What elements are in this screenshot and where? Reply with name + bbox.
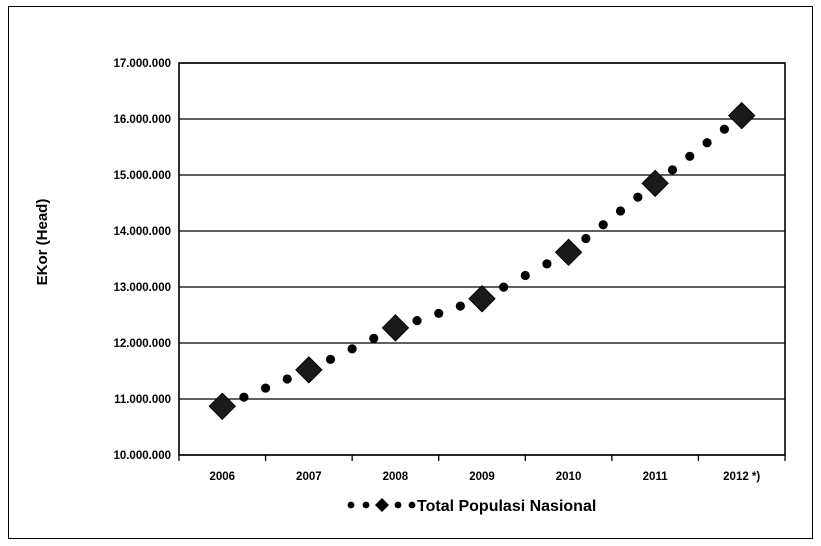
x-tick-label-2: 2008 bbox=[383, 471, 409, 483]
series-dot-7 bbox=[434, 308, 444, 318]
legend-label-total-populasi: Total Populasi Nasional bbox=[417, 498, 596, 515]
series-dot-4 bbox=[347, 344, 357, 354]
data-point-2007 bbox=[295, 356, 323, 384]
plot-border bbox=[178, 62, 786, 456]
series-dot-19 bbox=[719, 124, 730, 134]
data-point-2011 bbox=[641, 169, 669, 198]
series-dot-18 bbox=[702, 138, 712, 148]
legend-dot-1 bbox=[362, 501, 370, 509]
x-tick-label-4: 2010 bbox=[556, 471, 582, 483]
x-axis-ticks: 2006 2007 2008 2009 2010 2011 2012 *) bbox=[209, 471, 760, 483]
series-dot-13 bbox=[598, 220, 608, 230]
y-tick-label-2: 12.000.000 bbox=[113, 338, 171, 350]
legend-diamond bbox=[375, 498, 389, 512]
series-dot-11 bbox=[542, 259, 552, 269]
series-dot-2 bbox=[282, 374, 292, 384]
series-group bbox=[208, 101, 756, 420]
series-dot-1 bbox=[260, 383, 271, 393]
y-axis-ticks: 10.000.000 11.000.000 12.000.000 13.000.000… bbox=[113, 58, 171, 462]
series-dot-0 bbox=[239, 392, 249, 402]
series-dot-16 bbox=[667, 165, 678, 175]
legend-dot-0 bbox=[347, 501, 355, 509]
x-tick-label-1: 2007 bbox=[296, 471, 322, 483]
series-dot-5 bbox=[369, 333, 379, 343]
y-tick-label-0: 10.000.000 bbox=[113, 450, 171, 462]
data-point-2008 bbox=[381, 314, 410, 342]
data-point-2012 bbox=[728, 101, 756, 130]
series-dot-9 bbox=[499, 282, 509, 292]
x-tick-label-6: 2012 *) bbox=[723, 471, 760, 483]
legend: Total Populasi Nasional bbox=[347, 498, 596, 515]
x-tick-label-0: 2006 bbox=[209, 471, 235, 483]
chart-frame: 10.000.000 11.000.000 12.000.000 13.000.000… bbox=[8, 6, 813, 539]
legend-dot-3 bbox=[394, 501, 402, 509]
y-tick-label-1: 11.000.000 bbox=[114, 394, 171, 406]
y-tick-label-7: 17.000.000 bbox=[113, 58, 171, 70]
series-dot-3 bbox=[325, 354, 336, 364]
legend-dot-4 bbox=[408, 501, 416, 509]
y-tick-label-6: 16.000.000 bbox=[113, 114, 171, 126]
data-point-2006 bbox=[208, 392, 236, 420]
data-point-2009 bbox=[468, 285, 496, 313]
plot-area bbox=[178, 62, 786, 461]
population-chart: 10.000.000 11.000.000 12.000.000 13.000.000… bbox=[34, 58, 786, 515]
data-point-2010 bbox=[554, 238, 583, 266]
x-tick-label-3: 2009 bbox=[469, 471, 495, 483]
series-dot-17 bbox=[685, 151, 695, 161]
series-dot-14 bbox=[615, 206, 626, 216]
series-dot-15 bbox=[633, 192, 643, 202]
y-axis-title: EKor (Head) bbox=[34, 199, 51, 286]
series-dot-6 bbox=[412, 316, 422, 326]
series-dot-12 bbox=[581, 233, 591, 244]
series-dot-8 bbox=[455, 301, 465, 311]
x-tick-label-5: 2011 bbox=[643, 471, 669, 483]
y-tick-label-4: 14.000.000 bbox=[113, 226, 171, 238]
legend-marker bbox=[347, 498, 416, 512]
y-tick-label-5: 15.000.000 bbox=[113, 170, 171, 182]
series-dot-10 bbox=[520, 270, 530, 281]
y-tick-label-3: 13.000.000 bbox=[113, 282, 171, 294]
